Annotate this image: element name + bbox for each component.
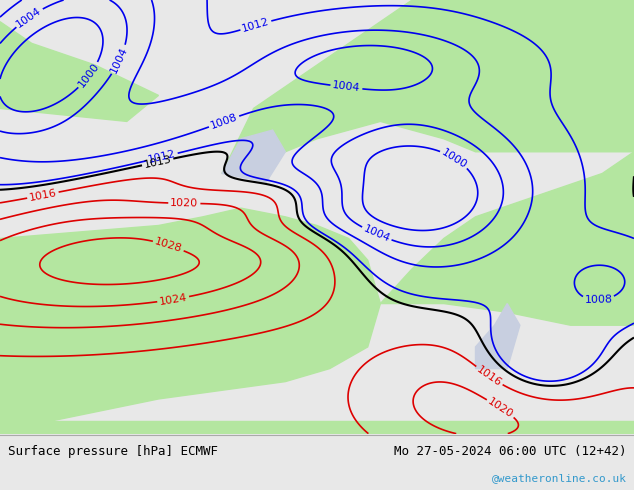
Polygon shape	[0, 22, 158, 122]
Text: 1028: 1028	[153, 237, 183, 254]
Text: 1024: 1024	[158, 292, 188, 307]
Polygon shape	[380, 152, 634, 325]
Text: 1012: 1012	[147, 149, 177, 165]
Text: 1000: 1000	[77, 61, 101, 90]
Text: 1008: 1008	[585, 294, 612, 305]
Text: Surface pressure [hPa] ECMWF: Surface pressure [hPa] ECMWF	[8, 445, 217, 458]
Polygon shape	[476, 303, 520, 368]
Text: @weatheronline.co.uk: @weatheronline.co.uk	[491, 472, 626, 483]
Text: 1004: 1004	[15, 5, 44, 29]
Text: 1004: 1004	[109, 45, 130, 74]
Text: 1016: 1016	[475, 364, 503, 388]
Text: 1004: 1004	[362, 224, 391, 244]
Polygon shape	[0, 420, 634, 434]
Text: Mo 27-05-2024 06:00 UTC (12+42): Mo 27-05-2024 06:00 UTC (12+42)	[394, 445, 626, 458]
Text: 1004: 1004	[332, 80, 361, 94]
Text: 1016: 1016	[28, 188, 58, 203]
Text: 1012: 1012	[241, 17, 271, 34]
Polygon shape	[222, 0, 634, 173]
Polygon shape	[222, 130, 285, 182]
Text: 1008: 1008	[209, 112, 239, 131]
Text: 1020: 1020	[170, 198, 198, 209]
Text: 1020: 1020	[486, 396, 515, 420]
Polygon shape	[0, 208, 380, 434]
Text: 1000: 1000	[440, 147, 469, 170]
Text: 1013: 1013	[143, 154, 172, 170]
